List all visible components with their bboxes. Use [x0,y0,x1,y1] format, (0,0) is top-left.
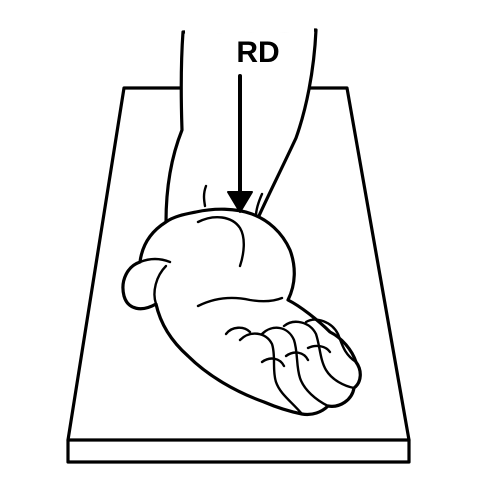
direction-label: RD [236,36,279,69]
down-arrow-icon [227,74,253,213]
hand-palm [121,207,362,417]
